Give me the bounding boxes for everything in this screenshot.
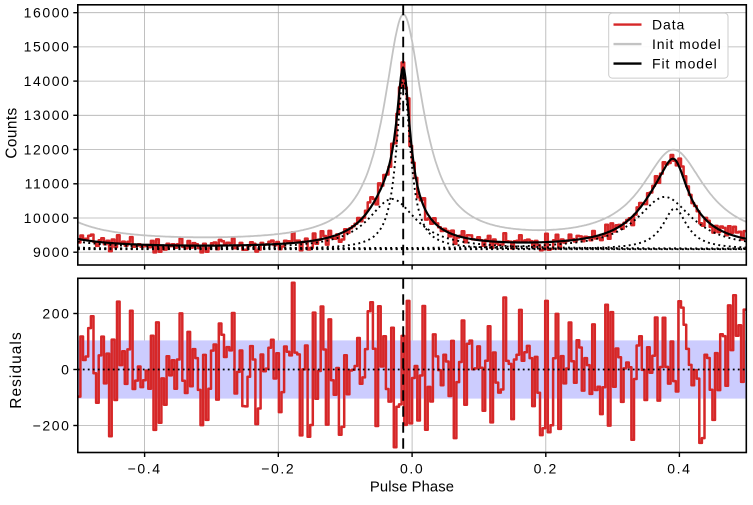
svg-text:Pulse Phase: Pulse Phase (370, 480, 454, 496)
svg-text:0: 0 (61, 361, 70, 377)
svg-text:9000: 9000 (33, 244, 71, 260)
svg-text:13000: 13000 (24, 107, 71, 123)
svg-text:Data: Data (652, 16, 685, 32)
svg-text:16000: 16000 (24, 5, 71, 21)
svg-text:−0.4: −0.4 (128, 461, 162, 477)
svg-text:200: 200 (42, 305, 70, 321)
svg-text:Residuals: Residuals (8, 331, 25, 408)
svg-text:15000: 15000 (24, 39, 71, 55)
svg-text:10000: 10000 (24, 210, 71, 226)
svg-text:Fit model: Fit model (652, 55, 718, 71)
svg-text:0.2: 0.2 (534, 461, 558, 477)
svg-text:−200: −200 (33, 417, 71, 433)
svg-text:0.0: 0.0 (400, 461, 424, 477)
svg-text:Init model: Init model (652, 36, 722, 52)
svg-text:−0.2: −0.2 (261, 461, 295, 477)
svg-text:12000: 12000 (24, 141, 71, 157)
svg-text:Counts: Counts (4, 107, 21, 158)
svg-text:0.4: 0.4 (667, 461, 691, 477)
svg-text:11000: 11000 (25, 176, 71, 192)
svg-text:14000: 14000 (24, 73, 71, 89)
